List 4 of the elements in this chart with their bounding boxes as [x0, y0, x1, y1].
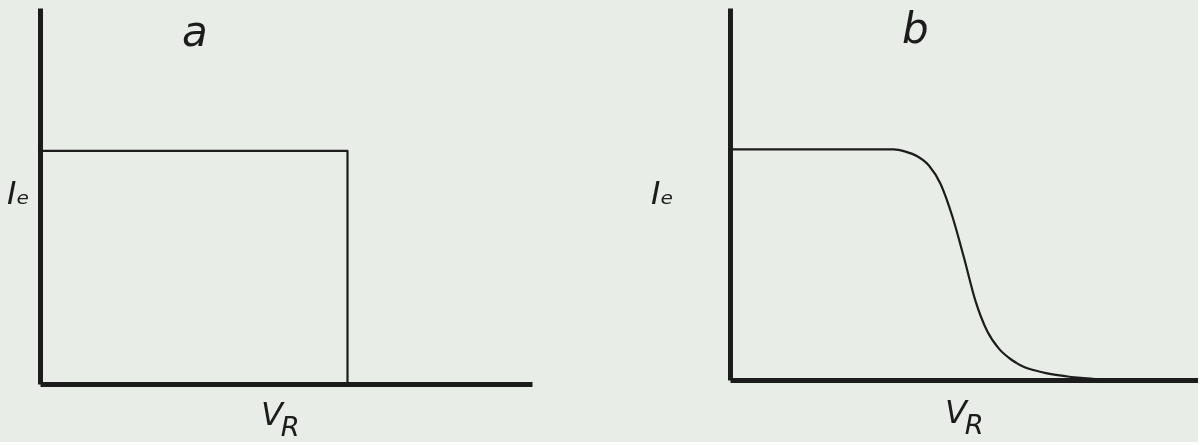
y-axis-title: Iₑ: [651, 174, 674, 212]
y-axis-title: Iₑ: [7, 174, 30, 212]
chart-title: b: [901, 4, 929, 53]
chart-title: a: [181, 7, 208, 56]
